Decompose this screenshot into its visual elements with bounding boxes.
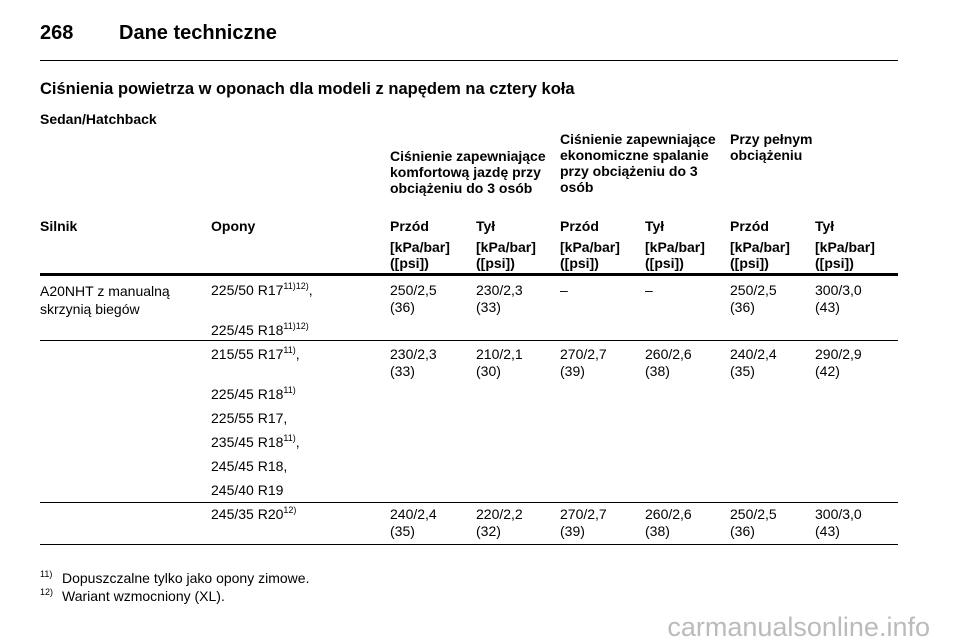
separator: , bbox=[283, 410, 288, 426]
pressure: – bbox=[560, 282, 568, 298]
pressure-psi: (30) bbox=[476, 363, 501, 379]
column-header: Przód bbox=[560, 218, 599, 234]
footnote-ref: 12) bbox=[283, 505, 297, 515]
pressure-psi: (39) bbox=[560, 363, 585, 379]
page-title: Dane techniczne bbox=[119, 22, 277, 44]
pressure-psi: (36) bbox=[730, 523, 755, 539]
pressure-psi: (33) bbox=[476, 299, 501, 315]
tire-size: 245/45 R18 bbox=[211, 458, 284, 474]
unit-header: [kPa/bar] ([psi]) bbox=[560, 239, 620, 271]
tire: 225/50 R1711)12), bbox=[211, 281, 313, 299]
engine: A20NHT z manualną skrzynią biegów bbox=[40, 283, 170, 317]
group-header: Przy pełnym obciążeniu bbox=[730, 131, 813, 163]
footnote-ref: 11) bbox=[283, 433, 296, 443]
unit-header: [kPa/bar] ([psi]) bbox=[390, 239, 450, 271]
subtitle: Sedan/Hatchback bbox=[40, 111, 157, 127]
pressure: 260/2,6 bbox=[645, 506, 692, 522]
column-header: Tył bbox=[476, 218, 496, 234]
footnote-ref: 11) bbox=[283, 345, 296, 355]
pressure: 290/2,9 bbox=[815, 346, 862, 362]
pressure: 230/2,3 bbox=[390, 346, 437, 362]
row-rule bbox=[40, 544, 898, 545]
pressure-psi: (43) bbox=[815, 299, 840, 315]
pressure: – bbox=[645, 282, 653, 298]
unit-header: [kPa/bar] ([psi]) bbox=[815, 239, 875, 271]
pressure-psi: (33) bbox=[390, 363, 415, 379]
tire: 235/45 R1811), bbox=[211, 433, 300, 451]
section-title: Ciśnienia powietrza w oponach dla modeli… bbox=[40, 80, 575, 98]
column-header: Opony bbox=[211, 218, 256, 234]
column-header: Tył bbox=[815, 218, 835, 234]
column-header: Silnik bbox=[40, 218, 78, 234]
row-rule bbox=[40, 502, 898, 503]
pressure-psi: (38) bbox=[645, 523, 670, 539]
header-rule bbox=[40, 273, 898, 276]
tire: 245/35 R2012) bbox=[211, 505, 297, 523]
pressure-psi: (43) bbox=[815, 523, 840, 539]
pressure: 230/2,3 bbox=[476, 282, 523, 298]
pressure: 300/3,0 bbox=[815, 282, 862, 298]
pressure-psi: (36) bbox=[730, 299, 755, 315]
footnote-text: Wariant wzmocniony (XL). bbox=[62, 588, 225, 604]
footnote-ref: 11)12) bbox=[283, 321, 309, 331]
tire-size: 225/50 R17 bbox=[211, 282, 284, 298]
pressure: 300/3,0 bbox=[815, 506, 862, 522]
tire-size: 225/45 R18 bbox=[211, 322, 284, 338]
tire-size: 225/45 R18 bbox=[211, 386, 284, 402]
tire-size: 235/45 R18 bbox=[211, 434, 284, 450]
tire: 225/45 R1811)12) bbox=[211, 321, 309, 339]
pressure-psi: (32) bbox=[476, 523, 501, 539]
column-header: Przód bbox=[390, 218, 429, 234]
tire-size: 245/40 R19 bbox=[211, 482, 284, 498]
pressure-psi: (42) bbox=[815, 363, 840, 379]
pressure-psi: (38) bbox=[645, 363, 670, 379]
tire-size: 225/55 R17 bbox=[211, 410, 284, 426]
separator: , bbox=[308, 282, 313, 298]
page-number: 268 bbox=[40, 22, 74, 44]
pressure: 240/2,4 bbox=[730, 346, 777, 362]
separator: , bbox=[295, 346, 300, 362]
unit-header: [kPa/bar] ([psi]) bbox=[730, 239, 790, 271]
tire-size: 245/35 R20 bbox=[211, 506, 284, 522]
tire: 225/45 R1811) bbox=[211, 385, 296, 403]
group-header: Ciśnienie zapewniające komfortową jazdę … bbox=[390, 148, 546, 196]
header-rule bbox=[40, 60, 898, 61]
unit-header: [kPa/bar] ([psi]) bbox=[645, 239, 705, 271]
tire: 225/55 R17, bbox=[211, 410, 287, 426]
column-header: Przód bbox=[730, 218, 769, 234]
pressure: 240/2,4 bbox=[390, 506, 437, 522]
pressure: 210/2,1 bbox=[476, 346, 523, 362]
pressure-psi: (39) bbox=[560, 523, 585, 539]
pressure-psi: (35) bbox=[390, 523, 415, 539]
footnote-mark: 12) bbox=[40, 587, 54, 597]
pressure: 270/2,7 bbox=[560, 346, 607, 362]
pressure: 220/2,2 bbox=[476, 506, 523, 522]
footnote-ref: 11) bbox=[283, 385, 296, 395]
pressure: 250/2,5 bbox=[730, 282, 777, 298]
pressure: 270/2,7 bbox=[560, 506, 607, 522]
tire: 245/40 R19 bbox=[211, 482, 283, 498]
footnote-text: Dopuszczalne tylko jako opony zimowe. bbox=[62, 570, 310, 586]
group-header: Ciśnienie zapewniające ekonomiczne spala… bbox=[560, 131, 716, 195]
footnote-mark: 11) bbox=[40, 569, 53, 579]
column-header: Tył bbox=[645, 218, 665, 234]
footnote-ref: 11)12) bbox=[283, 281, 309, 291]
separator: , bbox=[283, 458, 288, 474]
tire-size: 215/55 R17 bbox=[211, 346, 284, 362]
unit-header: [kPa/bar] ([psi]) bbox=[476, 239, 536, 271]
pressure-psi: (35) bbox=[730, 363, 755, 379]
row-rule bbox=[40, 340, 898, 341]
tire: 245/45 R18, bbox=[211, 458, 287, 474]
tire: 215/55 R1711), bbox=[211, 345, 300, 363]
pressure-psi: (36) bbox=[390, 299, 415, 315]
watermark: carmanualsonline.info bbox=[667, 612, 930, 642]
pressure: 260/2,6 bbox=[645, 346, 692, 362]
separator: , bbox=[295, 434, 300, 450]
pressure: 250/2,5 bbox=[730, 506, 777, 522]
pressure: 250/2,5 bbox=[390, 282, 437, 298]
